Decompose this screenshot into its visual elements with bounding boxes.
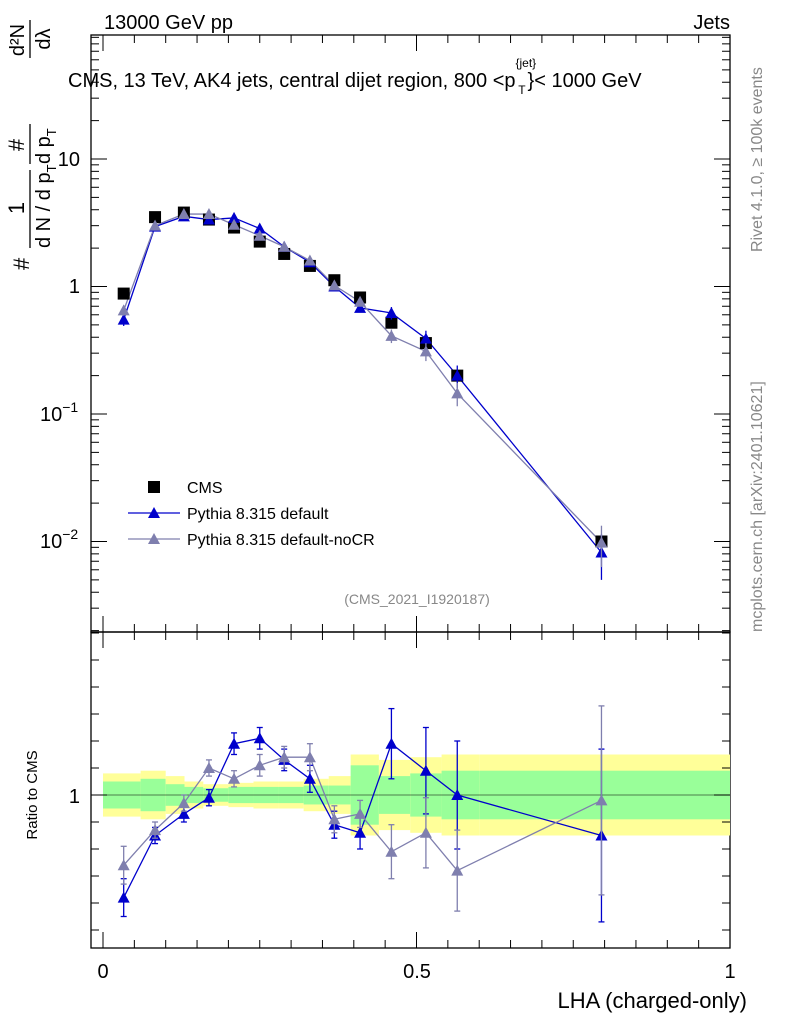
main-point-nocr [451,387,464,399]
ratio-point-default [303,772,316,784]
ratio-point-nocr [385,845,398,857]
main-point-nocr [595,536,608,548]
main-point-nocr [149,219,162,231]
ratio-point-default [385,737,398,749]
legend-label-default: Pythia 8.315 default [187,506,329,523]
x-tick-label-0p5: 0.5 [403,961,431,983]
y-label-frac3-num: d²N [7,24,29,56]
y-label-frac3-den: dλ [33,28,55,49]
ratio-y-axis-label: Ratio to CMS [24,750,41,839]
ratio-axis-ticks [91,632,731,948]
ratio-point-default [451,789,464,800]
main-point-default [451,369,464,381]
main-point-nocr [303,254,316,266]
main-point-nocr [354,295,367,307]
main-point-cms [117,287,130,300]
legend-label-cms: CMS [187,480,223,497]
ratio-point-nocr [149,824,162,836]
ratio-point-nocr [451,864,464,876]
y-label-frac2-num: # [4,138,29,151]
ratio-point-nocr [328,813,341,825]
ratio-point-default [228,737,241,749]
ratio-point-nocr [228,772,241,784]
legend-marker-nocr [148,533,160,544]
main-point-nocr [202,208,215,220]
legend: CMS Pythia 8.315 default Pythia 8.315 de… [128,480,375,549]
main-series-layer [117,206,608,580]
y-label-frac2-den: d pT [33,128,59,164]
main-point-nocr [177,208,190,220]
x-tick-label-0: 0 [97,961,108,983]
main-point-nocr [385,329,398,341]
y-tick-label-1: 1 [69,276,80,298]
legend-marker-default [148,507,160,518]
y-label-frac1-den: d N / d pT [33,164,59,248]
main-point-nocr [278,240,291,252]
ratio-point-nocr [278,751,291,763]
legend-marker-cms [148,481,160,493]
main-point-default [419,332,432,344]
ratio-point-default [202,791,215,803]
main-point-default [385,306,398,318]
main-point-cms [149,211,162,224]
main-point-default [228,211,241,223]
ratio-point-nocr [595,794,608,806]
main-axis-ticks [91,35,731,632]
ratio-point-nocr [117,859,130,871]
ratio-point-default [177,807,190,819]
legend-label-nocr: Pythia 8.315 default-noCR [187,532,375,549]
header-right: Jets [693,12,730,34]
main-point-default [354,301,367,313]
y-tick-label-0p1: 10−1 [40,399,78,426]
main-point-nocr [419,345,432,357]
y-label-lead-hash: # [9,257,34,270]
main-point-nocr [228,218,241,230]
ratio-point-nocr [202,762,215,773]
mcplots-reference-label: mcplots.cern.ch [arXiv:2401.10621] [749,381,766,632]
ratio-point-nocr [177,797,190,809]
ratio-point-default [354,826,367,838]
main-point-default [202,213,215,225]
x-tick-label-1: 1 [724,961,735,983]
main-point-nocr [253,229,266,241]
main-point-nocr [328,279,341,291]
main-y-tick-labels: 10 1 10−1 10−2 [40,149,80,553]
main-point-nocr [117,304,130,316]
plot-title: CMS, 13 TeV, AK4 jets, central dijet reg… [68,56,642,97]
ratio-point-default [253,732,266,744]
main-line-default [123,215,602,553]
main-point-default [253,222,266,234]
y-tick-label-10: 10 [58,149,80,171]
ratio-point-nocr [354,807,367,819]
ratio-point-nocr [303,751,316,763]
x-axis-label: LHA (charged-only) [557,988,747,1013]
analysis-id-label: (CMS_2021_I1920187) [344,591,490,607]
main-point-default [117,313,130,325]
main-point-cms [385,316,398,329]
ratio-series-layer [117,705,608,923]
main-y-axis-label: # 1 d N / d pT # d pT d²N dλ [4,20,59,270]
header-left: 13000 GeV pp [104,12,233,34]
ratio-point-default [117,891,130,903]
rivet-version-label: Rivet 4.1.0, ≥ 100k events [749,67,766,252]
y-tick-label-0p01: 10−2 [40,526,78,553]
ratio-point-nocr [253,759,266,771]
ratio-point-default [419,764,432,776]
ratio-y-tick-label-1: 1 [69,786,80,808]
y-label-frac1-num: 1 [4,202,29,214]
ratio-line-default [123,737,602,898]
ratio-point-nocr [419,826,432,838]
ratio-line-nocr [123,756,602,872]
